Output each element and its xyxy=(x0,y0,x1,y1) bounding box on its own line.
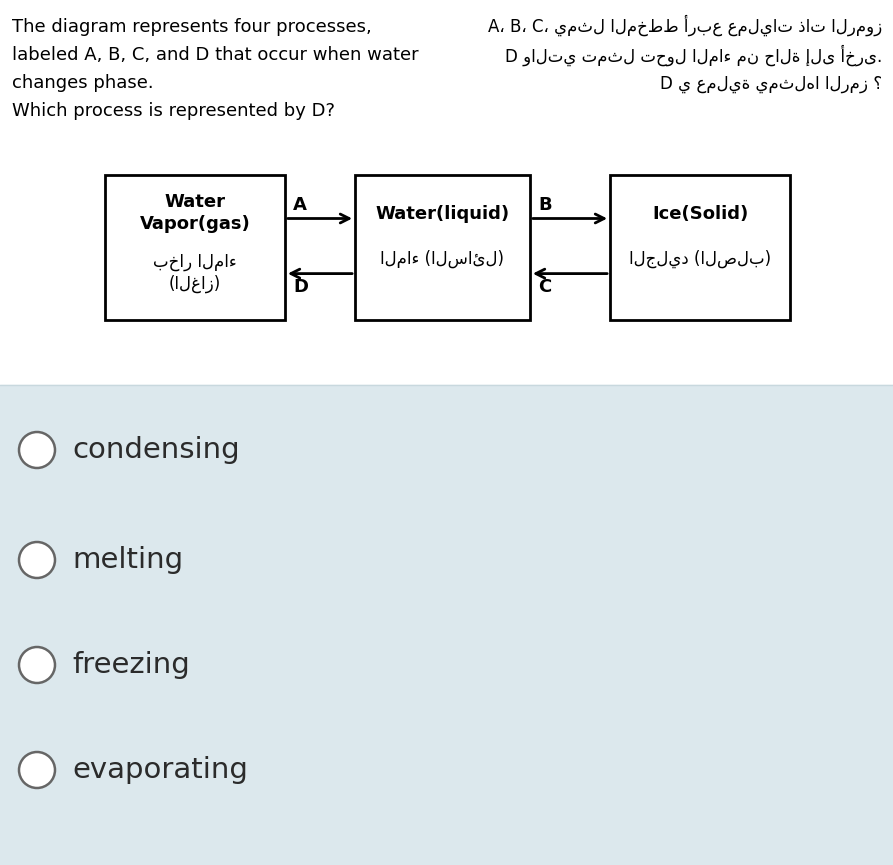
Text: A، B، C، يمثل المخطط أربع عمليات ذات الرموز: A، B، C، يمثل المخطط أربع عمليات ذات الر… xyxy=(488,15,882,36)
Bar xyxy=(610,175,790,320)
Bar xyxy=(0,385,893,865)
Text: (الغاز): (الغاز) xyxy=(169,275,221,293)
Text: labeled A, B, C, and D that occur when water: labeled A, B, C, and D that occur when w… xyxy=(12,46,419,64)
Text: Which process is represented by D?: Which process is represented by D? xyxy=(12,102,335,120)
Text: condensing: condensing xyxy=(72,436,239,464)
Circle shape xyxy=(19,542,55,578)
Text: The diagram represents four processes,: The diagram represents four processes, xyxy=(12,18,371,36)
Text: C: C xyxy=(538,278,551,296)
Text: Water(liquid): Water(liquid) xyxy=(375,205,510,223)
Text: Vapor(gas): Vapor(gas) xyxy=(139,215,250,233)
Text: D ي عملية يمثلها الرمز ؟: D ي عملية يمثلها الرمز ؟ xyxy=(660,75,882,93)
Bar xyxy=(0,0,893,385)
Circle shape xyxy=(19,647,55,683)
Text: freezing: freezing xyxy=(72,651,189,679)
Circle shape xyxy=(19,752,55,788)
Text: melting: melting xyxy=(72,546,183,574)
Text: الماء (السائل): الماء (السائل) xyxy=(380,250,505,268)
Circle shape xyxy=(19,432,55,468)
Bar xyxy=(355,175,530,320)
Text: Water: Water xyxy=(164,193,226,211)
Text: Ice(Solid): Ice(Solid) xyxy=(652,205,748,223)
Text: الجليد (الصلب): الجليد (الصلب) xyxy=(629,250,771,268)
Bar xyxy=(105,175,285,320)
Text: evaporating: evaporating xyxy=(72,756,248,784)
Text: B: B xyxy=(538,196,552,215)
Text: D: D xyxy=(293,278,308,296)
Text: بخار الماء: بخار الماء xyxy=(153,253,237,271)
Text: D والتي تمثل تحول الماء من حالة إلى أخرى.: D والتي تمثل تحول الماء من حالة إلى أخرى… xyxy=(505,45,882,67)
Text: A: A xyxy=(293,196,307,215)
Text: changes phase.: changes phase. xyxy=(12,74,154,92)
